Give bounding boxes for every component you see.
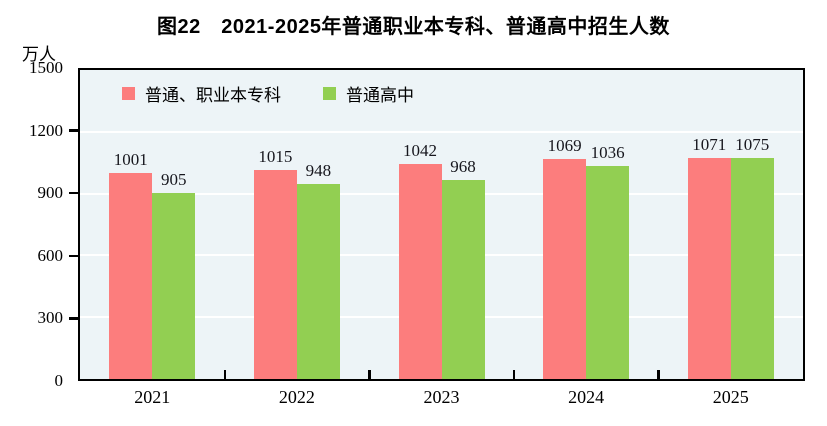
value-label-highschool-2021: 905 [161,169,187,189]
y-tick-label-900: 900 [37,183,64,203]
bar-vocational-2023 [398,164,442,379]
y-axis-tick [69,317,78,320]
x-tick-label-2025: 2025 [712,387,749,407]
x-axis-tick [657,370,660,379]
bar-vocational-2021 [109,172,153,379]
legend-label-highschool: 普通高中 [346,86,414,105]
value-label-vocational-2022: 1015 [258,146,293,166]
x-axis-tick [368,370,371,379]
legend-item-highschool: 普通高中 [323,81,414,106]
y-tick-label-0: 0 [54,371,64,390]
x-tick-label-2021: 2021 [134,387,171,407]
green-legend-swatch-icon [323,87,336,100]
bar-highschool-2023 [441,179,485,379]
legend: 普通、职业本专科 普通高中 [122,81,414,106]
plot-area: 普通、职业本专科 普通高中 1001 905 1015 948 1042 968 1069 1… [78,68,805,381]
value-label-vocational-2025: 1071 [692,135,727,155]
value-label-vocational-2021: 1001 [113,149,148,169]
red-legend-swatch-icon [122,87,135,100]
legend-item-vocational: 普通、职业本专科 [122,81,281,106]
x-tick-label-2022: 2022 [278,387,315,407]
bar-vocational-2024 [543,158,587,379]
bar-highschool-2025 [730,157,774,379]
y-tick-label-1200: 1200 [29,120,63,140]
y-tick-label-600: 600 [37,245,64,265]
value-label-highschool-2022: 948 [305,160,332,180]
x-tick-label-2024: 2024 [568,387,605,407]
gridline-1200 [80,130,803,133]
y-tick-label-300: 300 [37,308,64,328]
bar-vocational-2022 [253,169,297,379]
x-axis: 2021 2022 2023 2024 2025 [80,387,803,413]
y-axis-tick [69,191,78,195]
legend-label-vocational: 普通、职业本专科 [145,86,281,105]
value-label-highschool-2023: 968 [450,156,476,176]
y-axis-unit-label: 万人 [22,45,56,64]
chart-title: 图22 2021-2025年普通职业本专科、普通高中招生人数 [157,16,670,38]
y-axis-tick [69,254,78,258]
bar-vocational-2025 [687,158,731,379]
x-axis-tick [223,370,227,379]
value-label-vocational-2023: 1042 [403,141,437,161]
bar-highschool-2022 [296,183,340,379]
y-axis-tick [69,129,78,132]
y-axis: 0 300 600 900 1200 1500 [0,58,78,390]
bar-highschool-2024 [586,165,630,379]
x-axis-tick [512,370,516,379]
bar-highschool-2021 [152,192,196,379]
value-label-vocational-2024: 1069 [547,135,582,155]
x-tick-label-2023: 2023 [423,387,460,407]
value-label-highschool-2024: 1036 [590,142,625,162]
y-tick-label-1500: 1500 [29,58,63,77]
value-label-highschool-2025: 1075 [735,134,770,154]
